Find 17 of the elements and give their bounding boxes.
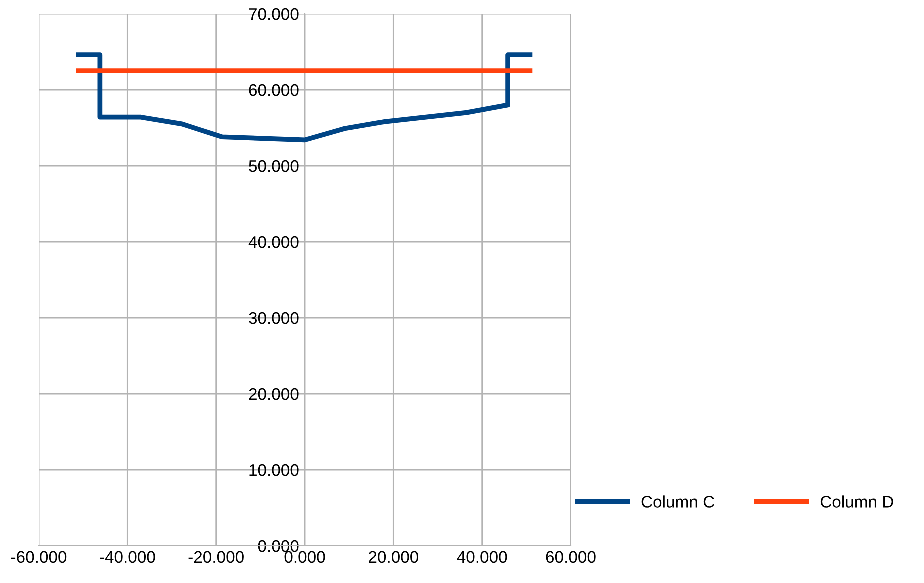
x-tick-label: -40.000 bbox=[100, 551, 156, 564]
y-tick-label: 30.000 bbox=[249, 312, 299, 324]
y-tick-label: 50.000 bbox=[249, 160, 299, 172]
y-tick-label: 70.000 bbox=[249, 8, 299, 20]
y-tick-label: 20.000 bbox=[249, 388, 299, 400]
y-tick-label: 10.000 bbox=[250, 464, 299, 476]
x-tick-label: 40.000 bbox=[457, 551, 508, 564]
x-tick-label: 60.000 bbox=[546, 551, 596, 564]
y-tick-label: 60.000 bbox=[249, 84, 299, 96]
x-tick-label: 0.000 bbox=[284, 551, 326, 564]
x-tick-label: 20.000 bbox=[369, 551, 419, 564]
legend-label: Column C bbox=[642, 496, 714, 508]
x-tick-label: -60.000 bbox=[11, 551, 67, 564]
line-series bbox=[76, 52, 533, 143]
legend-label: Column D bbox=[820, 496, 894, 508]
y-tick-label: 40.000 bbox=[248, 236, 299, 248]
x-tick-label: -20.000 bbox=[188, 551, 244, 564]
